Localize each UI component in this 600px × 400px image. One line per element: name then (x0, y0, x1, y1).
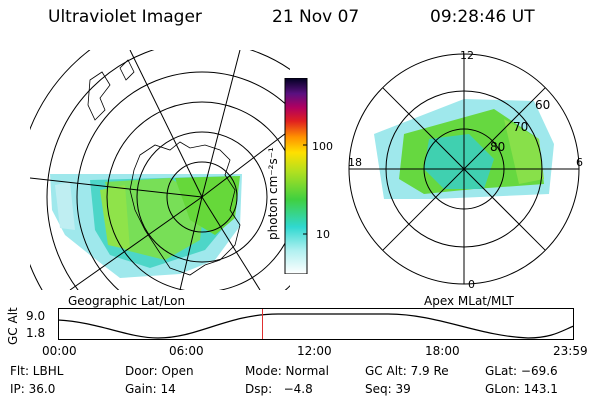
apex-panel-label: Apex MLat/MLT (424, 294, 514, 308)
mlat-label-80: 80 (490, 140, 506, 154)
timeline-ylabel: GC Alt (6, 307, 20, 345)
timeline-ymax: 9.0 (26, 309, 46, 323)
apex-polar-plot (348, 53, 580, 285)
mlt-label-6: 6 (576, 156, 583, 169)
timeline-xtick-0600: 06:00 (169, 344, 204, 358)
geographic-map (30, 50, 290, 290)
geo-panel-label: Geographic Lat/Lon (68, 294, 186, 308)
instrument-title: Ultraviolet Imager (48, 7, 202, 27)
mlt-label-0: 0 (468, 278, 475, 291)
status-glat: GLat: −69.6 (485, 364, 558, 378)
timeline-ymin: 1.8 (26, 326, 46, 340)
observation-time: 09:28:46 UT (430, 7, 535, 27)
observation-date: 21 Nov 07 (272, 7, 360, 27)
timeline-xtick-1200: 12:00 (297, 344, 332, 358)
status-door: Door: Open (125, 364, 194, 378)
status-dsp: Dsp: −4.8 (245, 382, 313, 396)
status-filter: Flt: LBHL (10, 364, 64, 378)
status-seq: Seq: 39 (365, 382, 411, 396)
timeline-xtick-0000: 00:00 (42, 344, 77, 358)
colorbar-tick-100: 100 (312, 140, 333, 153)
status-mode: Mode: Normal (245, 364, 329, 378)
colorbar-tick-10: 10 (316, 228, 330, 241)
status-gc-alt: GC Alt: 7.9 Re (365, 364, 449, 378)
altitude-timeline[interactable] (58, 308, 574, 340)
mlt-label-18: 18 (348, 156, 362, 169)
mlat-label-70: 70 (513, 120, 529, 134)
colorbar-unit-label: photon cm⁻²s⁻¹ (266, 147, 280, 240)
timeline-xtick-2359: 23:59 (553, 344, 588, 358)
mlat-label-60: 60 (535, 98, 551, 112)
status-glon: GLon: 143.1 (485, 382, 558, 396)
intensity-colorbar (284, 78, 308, 274)
mlt-label-12: 12 (460, 49, 474, 62)
status-gain: Gain: 14 (125, 382, 176, 396)
timeline-xtick-1800: 18:00 (425, 344, 460, 358)
status-ip: IP: 36.0 (10, 382, 56, 396)
